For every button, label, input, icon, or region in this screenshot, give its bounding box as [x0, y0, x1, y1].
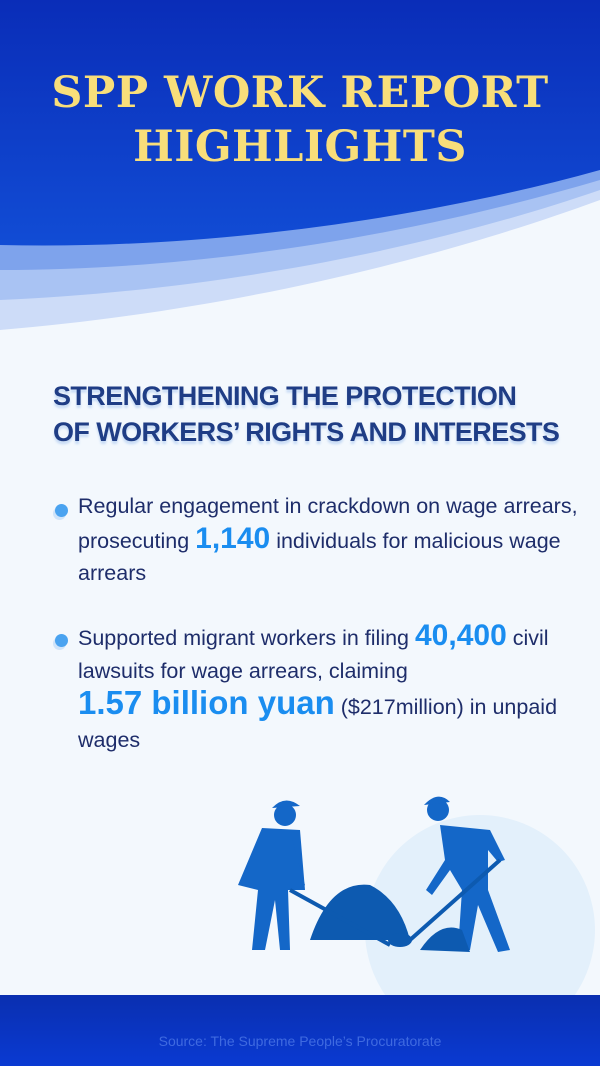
bullet-dot-icon [55, 634, 68, 647]
bullet-text: ($217million) in unpaid wages [78, 695, 558, 752]
heading-line-1: STRENGTHENING THE PROTECTION [53, 381, 517, 411]
bullet-item: Regular engagement in crackdown on wage … [55, 490, 578, 590]
title-line-2: HIGHLIGHTS [133, 122, 467, 172]
workers-illustration [238, 796, 595, 1000]
highlight-number: 40,400 [415, 619, 507, 652]
bullet-text: Regular engagement in crackdown on wage … [78, 494, 578, 553]
section-heading: STRENGTHENING THE PROTECTION OF WORKERS’ … [53, 378, 560, 450]
header-background [0, 0, 600, 340]
bullet-dot-icon [55, 504, 68, 517]
source-caption: Source: The Supreme People’s Procuratora… [158, 1033, 442, 1049]
highlight-number: 1,140 [195, 521, 271, 555]
footer [0, 995, 600, 1066]
bullet-text: Supported migrant workers in filing [78, 626, 415, 650]
bullet-item: Supported migrant workers in filing 40,4… [55, 619, 578, 756]
bullet-text: individuals for malicious wage arrears [78, 528, 561, 586]
highlight-amount: 1.57 billion yuan [78, 684, 335, 721]
heading-line-2: OF WORKERS’ RIGHTS AND INTERESTS [53, 417, 560, 447]
bullet-text: civil lawsuits for wage arrears, claimin… [78, 626, 549, 683]
page-title: SPP WORK REPORT HIGHLIGHTS [0, 66, 600, 174]
title-line-1: SPP WORK REPORT [51, 68, 549, 118]
